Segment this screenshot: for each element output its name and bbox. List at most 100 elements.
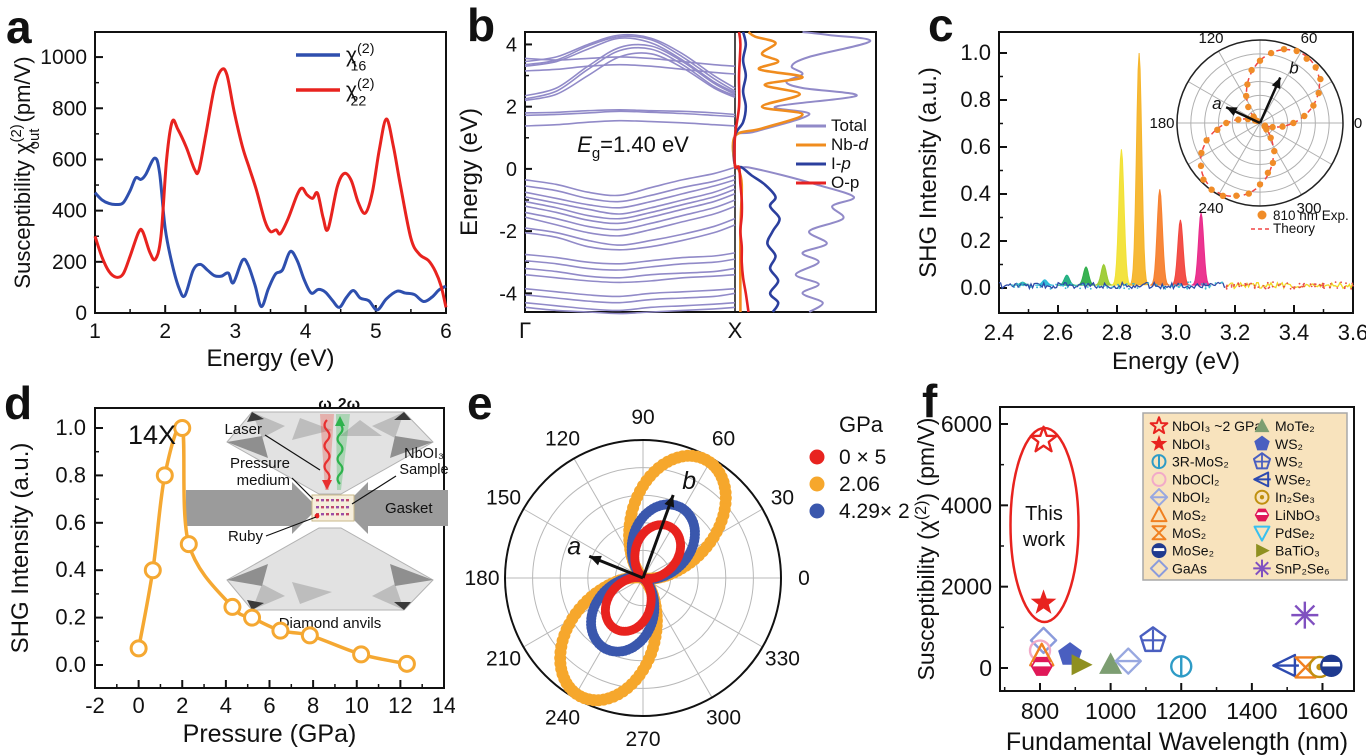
- svg-text:1000: 1000: [1085, 698, 1136, 724]
- data-points: [1028, 425, 1343, 679]
- svg-text:2.6: 2.6: [1043, 320, 1074, 345]
- data-point: [300, 626, 319, 645]
- svg-text:SnP₂Se₆: SnP₂Se₆: [1275, 560, 1330, 576]
- x-axis-title: Energy (eV): [206, 345, 334, 372]
- svg-text:NbOI₃: NbOI₃: [404, 446, 444, 462]
- svg-text:Γ: Γ: [519, 318, 531, 343]
- svg-text:400: 400: [52, 200, 87, 223]
- svg-text:NbOI₂: NbOI₂: [1172, 489, 1210, 505]
- svg-text:6000: 6000: [941, 411, 992, 437]
- crystal-axes: ba: [567, 467, 696, 580]
- panel-f: f 800 1000 1200 1400 1600 0 2000 4000 6000 This wo…: [910, 378, 1366, 756]
- svg-text:2: 2: [159, 320, 171, 343]
- point-pent-cross: [1139, 626, 1167, 653]
- panel-d-label: d: [4, 377, 33, 429]
- svg-text:0 × 5: 0 × 5: [839, 446, 886, 469]
- svg-text:2.4: 2.4: [984, 320, 1015, 345]
- y-axis-title: Energy (eV): [456, 108, 483, 236]
- svg-text:MoS₂: MoS₂: [1172, 525, 1206, 541]
- panel-a-label: a: [6, 1, 32, 53]
- svg-text:1600: 1600: [1297, 698, 1348, 724]
- noise: [998, 280, 1354, 291]
- svg-text:3: 3: [230, 320, 242, 343]
- svg-text:X: X: [728, 318, 743, 343]
- point-diamond-open: [1029, 626, 1058, 655]
- point-star-open: [1029, 425, 1058, 453]
- point-tri-right: [1071, 654, 1093, 676]
- svg-text:In₂Se₃: In₂Se₃: [1275, 489, 1315, 505]
- point-hex-band: [1030, 656, 1053, 676]
- axes: -2 0 2 4 6 8 10 12 14 0.0 0.2 0.4 0.6 0.8 1.0: [55, 407, 455, 718]
- svg-text:6: 6: [263, 693, 275, 718]
- data-point: [397, 654, 416, 673]
- svg-text:PdSe₂: PdSe₂: [1275, 525, 1315, 541]
- svg-text:3R-MoS₂: 3R-MoS₂: [1172, 454, 1229, 470]
- svg-text:Pressure: Pressure: [230, 455, 290, 472]
- panel-b: b -4 -2 0 2 4 Γ X Total Nb-d I-p O-p Eg=1.40 eV Ener…: [455, 0, 910, 378]
- panel-b-label: b: [467, 0, 496, 51]
- svg-text:1400: 1400: [1226, 698, 1277, 724]
- svg-text:600: 600: [52, 148, 87, 171]
- svg-text:0: 0: [979, 655, 992, 681]
- panel-f-plot: 800 1000 1200 1400 1600 0 2000 4000 6000 This work…: [913, 406, 1355, 756]
- svg-text:800: 800: [1021, 698, 1059, 724]
- svg-text:a: a: [1212, 94, 1221, 113]
- svg-text:0.6: 0.6: [960, 134, 991, 159]
- polar-grid: 0 30 60 90 120 150 180 210 240 270 300 330: [464, 406, 809, 751]
- svg-text:Gasket: Gasket: [385, 500, 433, 517]
- axes: 2.4 2.6 2.8 3.0 3.2 3.4 3.6 0.0 0.2 0.4 0.6 0.8 1.0: [960, 31, 1366, 345]
- svg-text:200: 200: [52, 251, 87, 274]
- axes: 800 1000 1200 1400 1600 0 2000 4000 6000: [941, 406, 1355, 724]
- data-point: [352, 645, 371, 664]
- svg-text:O-p: O-p: [831, 173, 859, 192]
- svg-text:300: 300: [1296, 200, 1321, 217]
- svg-text:0.4: 0.4: [960, 181, 991, 206]
- svg-text:ω: ω: [318, 396, 332, 413]
- svg-text:b: b: [682, 467, 696, 495]
- svg-text:4: 4: [220, 693, 232, 718]
- svg-text:GPa: GPa: [839, 412, 884, 437]
- data-point: [155, 466, 174, 485]
- axes: 1 2 3 4 5 6 0 200 400 600 800 1000: [40, 31, 452, 343]
- svg-text:180: 180: [464, 567, 499, 590]
- series-chi22: [93, 67, 448, 308]
- svg-text:-2: -2: [85, 693, 105, 718]
- data-point: [179, 535, 198, 554]
- svg-text:0.6: 0.6: [55, 510, 86, 535]
- point-star: [1030, 589, 1057, 614]
- svg-text:0.0: 0.0: [55, 652, 86, 677]
- data-point: [223, 597, 242, 616]
- svg-text:30: 30: [771, 487, 794, 510]
- series: [554, 449, 732, 707]
- svg-text:4: 4: [506, 34, 517, 56]
- dos-I-p: [732, 31, 781, 313]
- svg-text:WS₂: WS₂: [1275, 454, 1303, 470]
- svg-text:NbOI₃ ~2 GPa: NbOI₃ ~2 GPa: [1172, 418, 1262, 434]
- panel-d-plot: -2 0 2 4 6 8 10 12 14 0.0 0.2 0.4 0.6 0.8 1.0 Laser ω 2ω P…: [7, 396, 455, 748]
- svg-text:0: 0: [75, 302, 87, 325]
- panel-a: a 1 2 3 4 5 6 0 200 400 600 800 1000 χ(2) 16 χ(2) 22 Ene…: [0, 0, 455, 378]
- data-point: [129, 639, 148, 658]
- svg-text:2.8: 2.8: [1102, 320, 1133, 345]
- svg-text:120: 120: [1198, 30, 1223, 47]
- svg-text:300: 300: [706, 706, 741, 729]
- svg-text:MoTe₂: MoTe₂: [1275, 418, 1315, 434]
- x-axis-title: Pressure (GPa): [183, 720, 357, 748]
- svg-text:Ruby: Ruby: [228, 528, 264, 545]
- svg-text:0: 0: [506, 159, 517, 181]
- svg-text:χ(2)16: χ(2) 16: [346, 41, 374, 74]
- svg-text:0.8: 0.8: [960, 87, 991, 112]
- svg-text:Theory: Theory: [1273, 221, 1315, 236]
- point-bowtie: [1294, 656, 1317, 679]
- x-axis-title: Energy (eV): [1112, 348, 1240, 375]
- svg-text:120: 120: [545, 428, 580, 451]
- svg-text:3.2: 3.2: [1220, 320, 1251, 345]
- panel-c-plot: 2.4 2.6 2.8 3.0 3.2 3.4 3.6 0.0 0.2 0.4 0.6 0.8 1.0 E…: [915, 30, 1366, 375]
- y-axis-title: Susceptibility χ(2)out (pm/V): [8, 56, 43, 288]
- svg-text:b: b: [1289, 59, 1298, 78]
- svg-text:Nb-d: Nb-d: [831, 135, 868, 154]
- svg-text:0: 0: [798, 567, 810, 590]
- svg-text:medium: medium: [237, 472, 290, 489]
